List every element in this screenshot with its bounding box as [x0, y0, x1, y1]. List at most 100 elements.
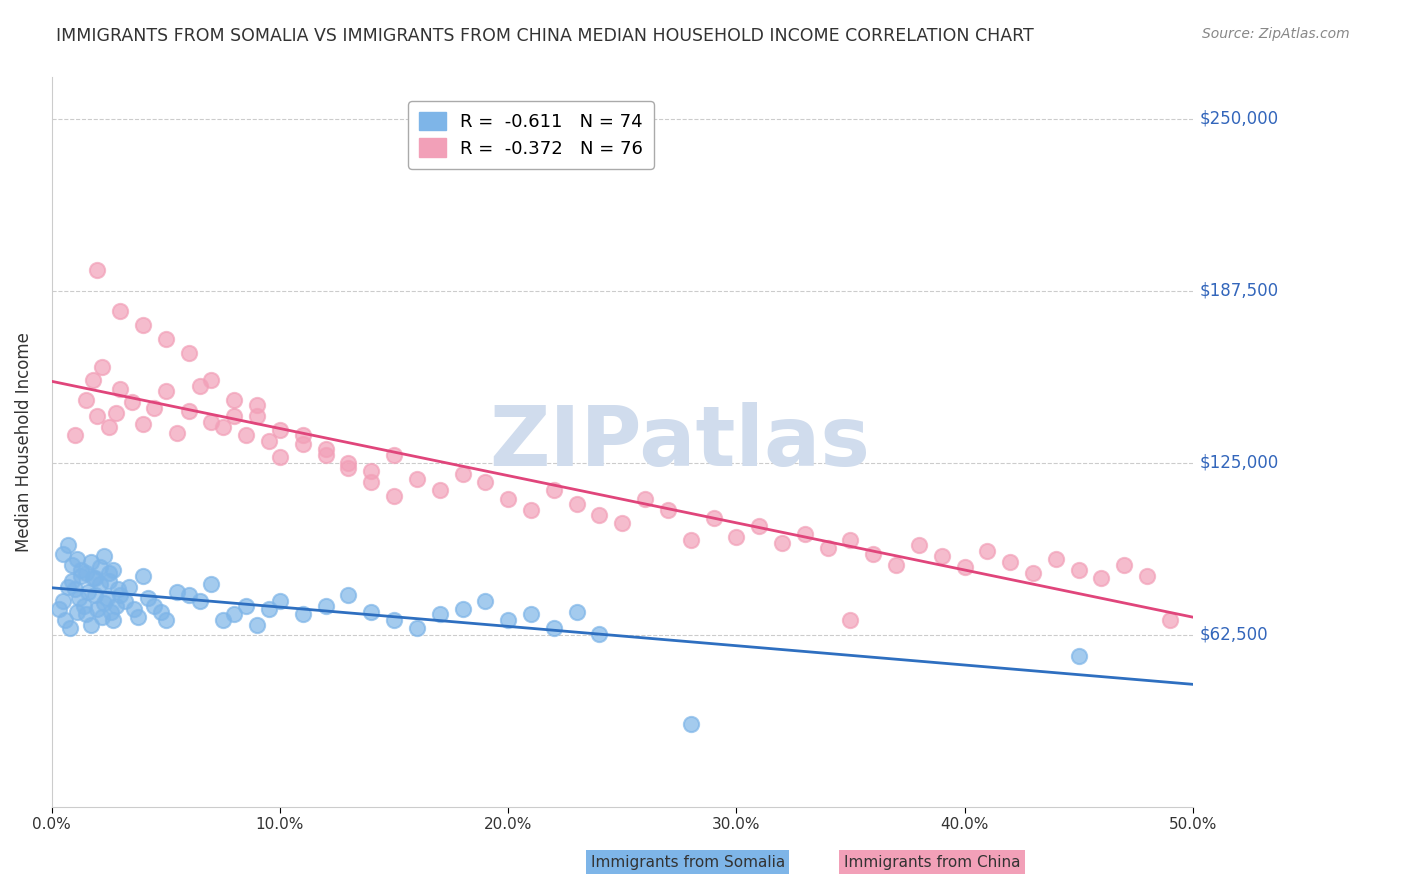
- Point: [657, 502, 679, 516]
- Point: [86, 601, 108, 615]
- Point: [91, 359, 114, 374]
- Point: [748, 519, 770, 533]
- Point: [212, 420, 235, 434]
- Point: [679, 717, 702, 731]
- Point: [908, 538, 931, 552]
- Point: [269, 423, 291, 437]
- Point: [224, 607, 246, 622]
- Point: [143, 401, 166, 415]
- Point: [257, 601, 280, 615]
- Point: [89, 560, 111, 574]
- Point: [725, 530, 748, 544]
- Point: [77, 585, 100, 599]
- Point: [55, 613, 77, 627]
- Point: [75, 607, 97, 622]
- Point: [52, 547, 75, 561]
- Point: [337, 588, 360, 602]
- Point: [108, 382, 131, 396]
- Point: [429, 607, 451, 622]
- Point: [200, 577, 222, 591]
- Point: [337, 461, 360, 475]
- Point: [565, 605, 588, 619]
- Point: [60, 558, 83, 572]
- Point: [200, 415, 222, 429]
- Text: Immigrants from China: Immigrants from China: [844, 855, 1021, 870]
- Text: Source: ZipAtlas.com: Source: ZipAtlas.com: [1202, 27, 1350, 41]
- Point: [1067, 563, 1090, 577]
- Point: [96, 591, 118, 605]
- Point: [337, 456, 360, 470]
- Point: [127, 610, 149, 624]
- Text: $62,500: $62,500: [1199, 626, 1268, 644]
- Point: [108, 304, 131, 318]
- Point: [679, 533, 702, 547]
- Point: [56, 580, 79, 594]
- Point: [474, 593, 496, 607]
- Point: [75, 566, 97, 580]
- Point: [66, 605, 89, 619]
- Point: [118, 580, 141, 594]
- Point: [86, 409, 108, 423]
- Point: [291, 607, 314, 622]
- Point: [177, 403, 200, 417]
- Point: [382, 613, 405, 627]
- Point: [132, 568, 155, 582]
- Point: [155, 384, 177, 399]
- Point: [793, 527, 815, 541]
- Point: [67, 591, 90, 605]
- Point: [93, 596, 115, 610]
- Point: [224, 392, 246, 407]
- Point: [100, 605, 122, 619]
- Point: [315, 448, 337, 462]
- Point: [155, 332, 177, 346]
- Point: [770, 535, 793, 549]
- Point: [315, 599, 337, 613]
- Point: [269, 593, 291, 607]
- Point: [543, 621, 565, 635]
- Point: [59, 621, 82, 635]
- Point: [235, 599, 257, 613]
- Point: [86, 263, 108, 277]
- Point: [588, 626, 610, 640]
- Point: [200, 373, 222, 387]
- Text: Immigrants from Somalia: Immigrants from Somalia: [591, 855, 785, 870]
- Point: [998, 555, 1021, 569]
- Point: [976, 544, 998, 558]
- Point: [103, 613, 125, 627]
- Point: [634, 491, 657, 506]
- Point: [1114, 558, 1136, 572]
- Point: [269, 450, 291, 465]
- Point: [1067, 648, 1090, 663]
- Point: [177, 345, 200, 359]
- Point: [89, 577, 111, 591]
- Point: [84, 572, 107, 586]
- Point: [97, 574, 120, 589]
- Point: [188, 378, 211, 392]
- Point: [291, 436, 314, 450]
- Point: [931, 549, 953, 564]
- Point: [166, 585, 188, 599]
- Point: [246, 618, 269, 632]
- Point: [60, 574, 83, 589]
- Point: [1136, 568, 1159, 582]
- Point: [107, 582, 129, 597]
- Point: [212, 613, 235, 627]
- Point: [75, 392, 97, 407]
- Point: [1022, 566, 1045, 580]
- Point: [121, 395, 143, 409]
- Y-axis label: Median Household Income: Median Household Income: [15, 333, 32, 552]
- Point: [543, 483, 565, 498]
- Point: [246, 409, 269, 423]
- Point: [70, 568, 93, 582]
- Point: [91, 610, 114, 624]
- Point: [1045, 552, 1067, 566]
- Point: [132, 417, 155, 432]
- Point: [405, 621, 427, 635]
- Point: [817, 541, 839, 556]
- Point: [612, 516, 634, 531]
- Text: $250,000: $250,000: [1199, 110, 1278, 128]
- Point: [1159, 613, 1181, 627]
- Point: [93, 549, 115, 564]
- Point: [451, 601, 474, 615]
- Point: [150, 605, 173, 619]
